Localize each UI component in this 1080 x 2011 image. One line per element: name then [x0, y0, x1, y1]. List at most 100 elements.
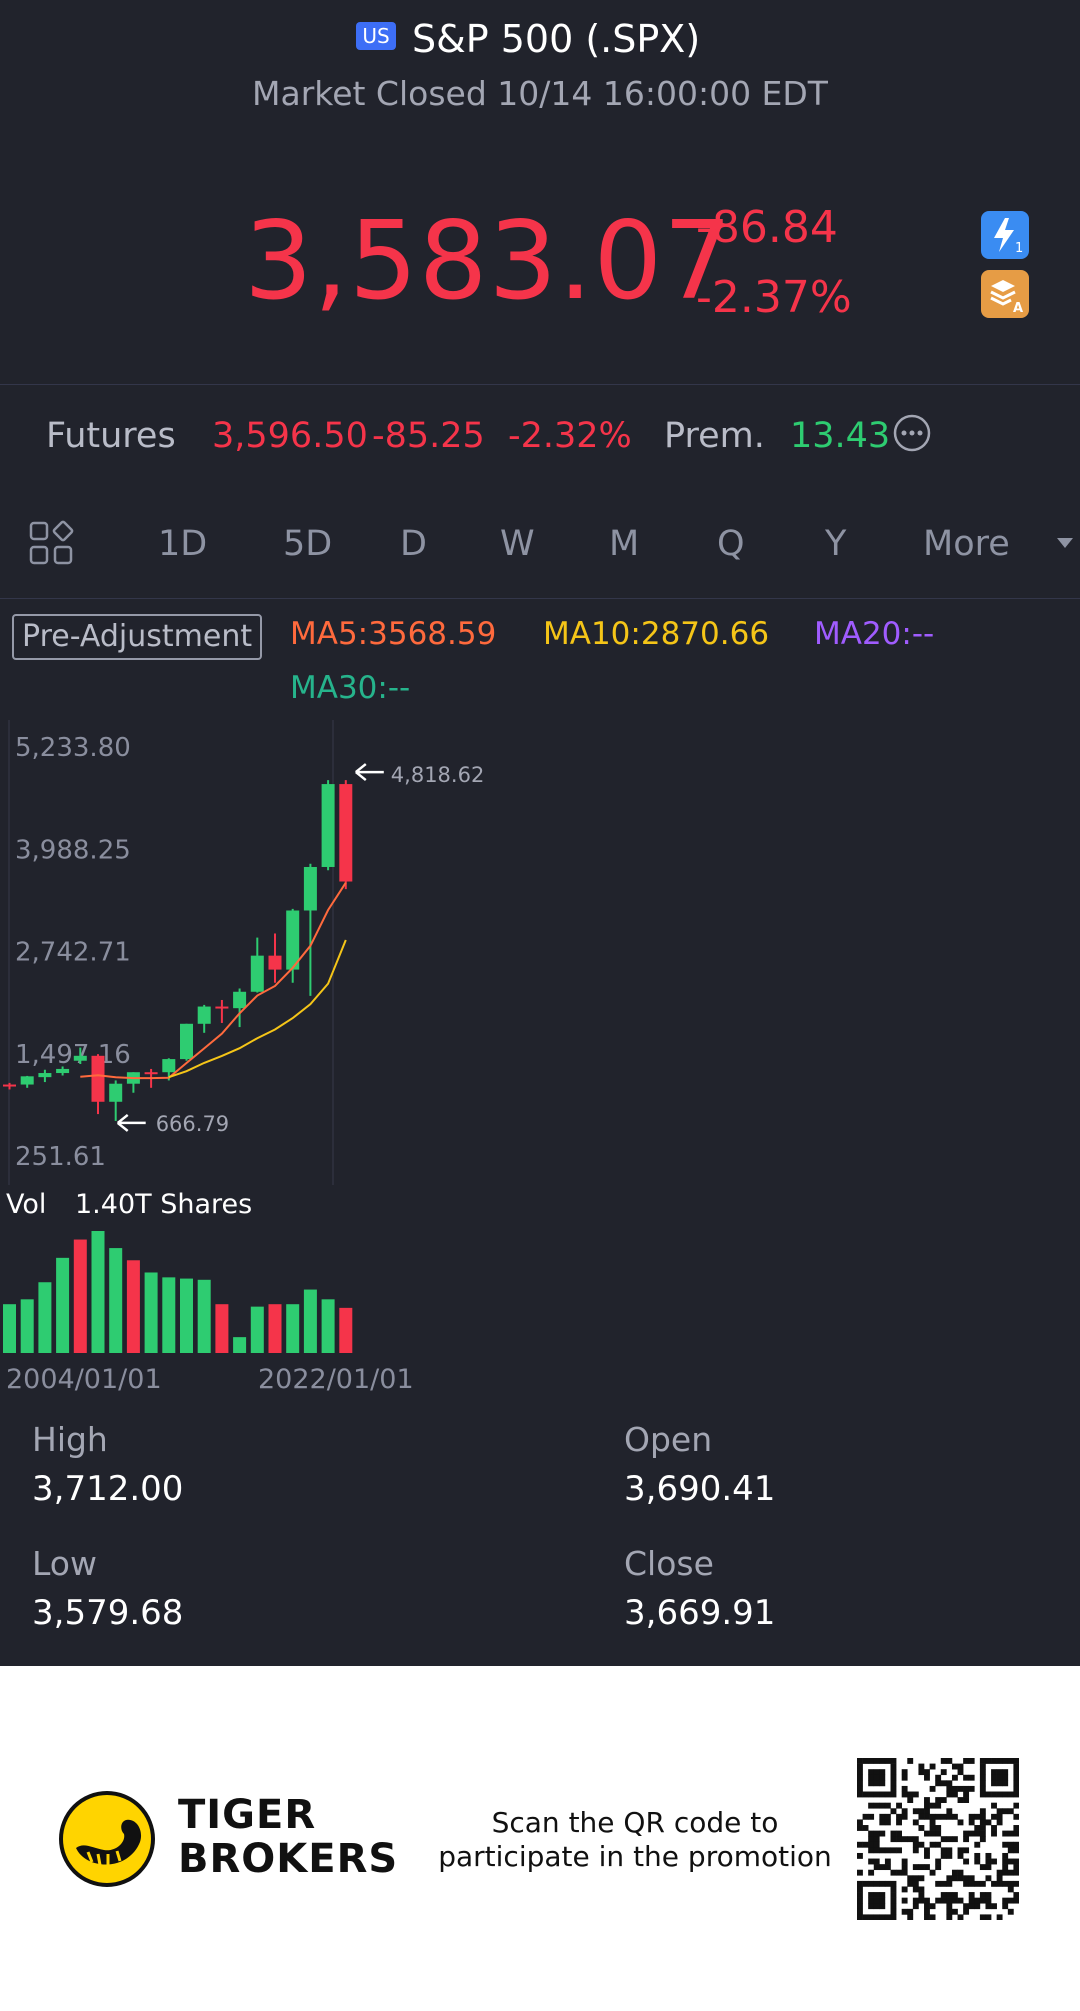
qr-module — [985, 1791, 992, 1798]
qr-module — [1002, 1758, 1009, 1764]
qr-module — [879, 1758, 886, 1764]
qr-module — [929, 1785, 936, 1792]
qr-module — [1013, 1880, 1019, 1887]
candle-body — [339, 784, 353, 882]
qr-module — [940, 1836, 947, 1843]
tiger-brokers-logo — [58, 1790, 156, 1888]
qr-module — [935, 1880, 942, 1887]
open-value: 3,690.41 — [624, 1469, 776, 1509]
qr-module — [1013, 1791, 1019, 1798]
qr-module — [979, 1813, 986, 1820]
tab-5d[interactable]: 5D — [283, 524, 333, 564]
qr-module — [873, 1847, 880, 1854]
qr-module — [1013, 1802, 1019, 1809]
qr-module — [935, 1774, 942, 1781]
qr-module — [935, 1830, 942, 1837]
layers-icon[interactable]: A — [981, 270, 1029, 318]
qr-module — [929, 1830, 936, 1837]
qr-module — [890, 1908, 897, 1915]
qr-module — [991, 1774, 997, 1781]
qr-module — [868, 1802, 875, 1809]
qr-module — [991, 1769, 997, 1776]
qr-module — [918, 1825, 925, 1831]
qr-module — [918, 1886, 925, 1893]
app-screen — [0, 0, 1080, 1666]
chart-settings-grid-icon[interactable] — [28, 520, 74, 566]
qr-module — [996, 1769, 1003, 1776]
qr-module — [901, 1908, 908, 1915]
brand-name-line2: BROKERS — [178, 1836, 399, 1882]
qr-module — [957, 1847, 964, 1854]
qr-module — [957, 1852, 964, 1859]
qr-module — [1007, 1758, 1014, 1764]
qr-module — [985, 1852, 992, 1859]
tab-quarter[interactable]: Q — [717, 524, 745, 564]
qr-code[interactable] — [857, 1758, 1019, 1920]
candle-body — [73, 1055, 87, 1061]
qr-module — [1002, 1897, 1009, 1904]
qr-module — [985, 1875, 992, 1882]
ma10-value: MA10:2870.66 — [543, 616, 770, 652]
qr-module — [951, 1836, 958, 1843]
qr-module — [979, 1880, 986, 1887]
tab-day[interactable]: D — [400, 524, 427, 564]
qr-module — [890, 1903, 897, 1910]
qr-module — [968, 1875, 975, 1882]
more-options-icon[interactable] — [893, 414, 931, 452]
volume-bar — [286, 1304, 300, 1353]
ma10-line — [168, 939, 347, 1079]
tab-more[interactable]: More — [923, 524, 1010, 564]
qr-module — [879, 1880, 886, 1887]
market-status: Market Closed 10/14 16:00:00 EDT — [252, 74, 828, 113]
qr-module — [946, 1808, 953, 1815]
qr-module — [985, 1819, 992, 1826]
qr-module — [979, 1774, 986, 1781]
qr-module — [963, 1880, 970, 1887]
candle-body — [197, 1006, 211, 1024]
qr-module — [1007, 1908, 1014, 1915]
chevron-down-icon[interactable] — [1057, 538, 1073, 548]
tab-year[interactable]: Y — [825, 524, 847, 564]
qr-module — [985, 1758, 992, 1764]
tab-week[interactable]: W — [500, 524, 535, 564]
qr-module — [974, 1852, 981, 1859]
pre-adjustment-toggle[interactable]: Pre-Adjustment — [12, 614, 263, 660]
candlestick-chart[interactable]: 5,233.80 3,988.25 2,742.71 1,497.16 251.61 4,… — [0, 700, 1080, 1400]
qr-module — [974, 1858, 981, 1865]
qr-module — [924, 1769, 930, 1776]
qr-module — [968, 1758, 975, 1764]
qr-module — [974, 1830, 981, 1837]
qr-module — [884, 1864, 891, 1871]
qr-module — [979, 1780, 986, 1787]
qr-module — [918, 1897, 925, 1904]
candle-body — [20, 1076, 34, 1085]
qr-module — [946, 1903, 953, 1910]
qr-module — [857, 1785, 863, 1792]
qr-module — [857, 1758, 863, 1764]
qr-module — [868, 1841, 875, 1848]
qr-module — [857, 1774, 863, 1781]
qr-module — [862, 1880, 869, 1887]
tab-month[interactable]: M — [609, 524, 640, 564]
qr-module — [963, 1758, 970, 1764]
candle-body — [144, 1072, 158, 1075]
qr-module — [879, 1847, 886, 1854]
candle-body — [286, 910, 300, 970]
qr-module — [940, 1880, 947, 1887]
volume-bar — [144, 1272, 158, 1353]
qr-module — [868, 1869, 875, 1876]
qr-module — [868, 1780, 875, 1787]
qr-module — [996, 1914, 1003, 1920]
qr-module — [946, 1852, 953, 1859]
high-label: High — [32, 1420, 108, 1459]
qr-module — [1013, 1897, 1019, 1904]
volume-bar — [73, 1239, 87, 1353]
qr-module — [946, 1897, 953, 1904]
volume-bar — [303, 1289, 317, 1353]
tab-1d[interactable]: 1D — [158, 524, 208, 564]
qr-module — [979, 1763, 986, 1770]
qr-module — [901, 1785, 908, 1792]
qr-module — [879, 1819, 886, 1826]
lightning-icon[interactable]: 1 — [981, 211, 1029, 259]
qr-module — [935, 1841, 942, 1848]
